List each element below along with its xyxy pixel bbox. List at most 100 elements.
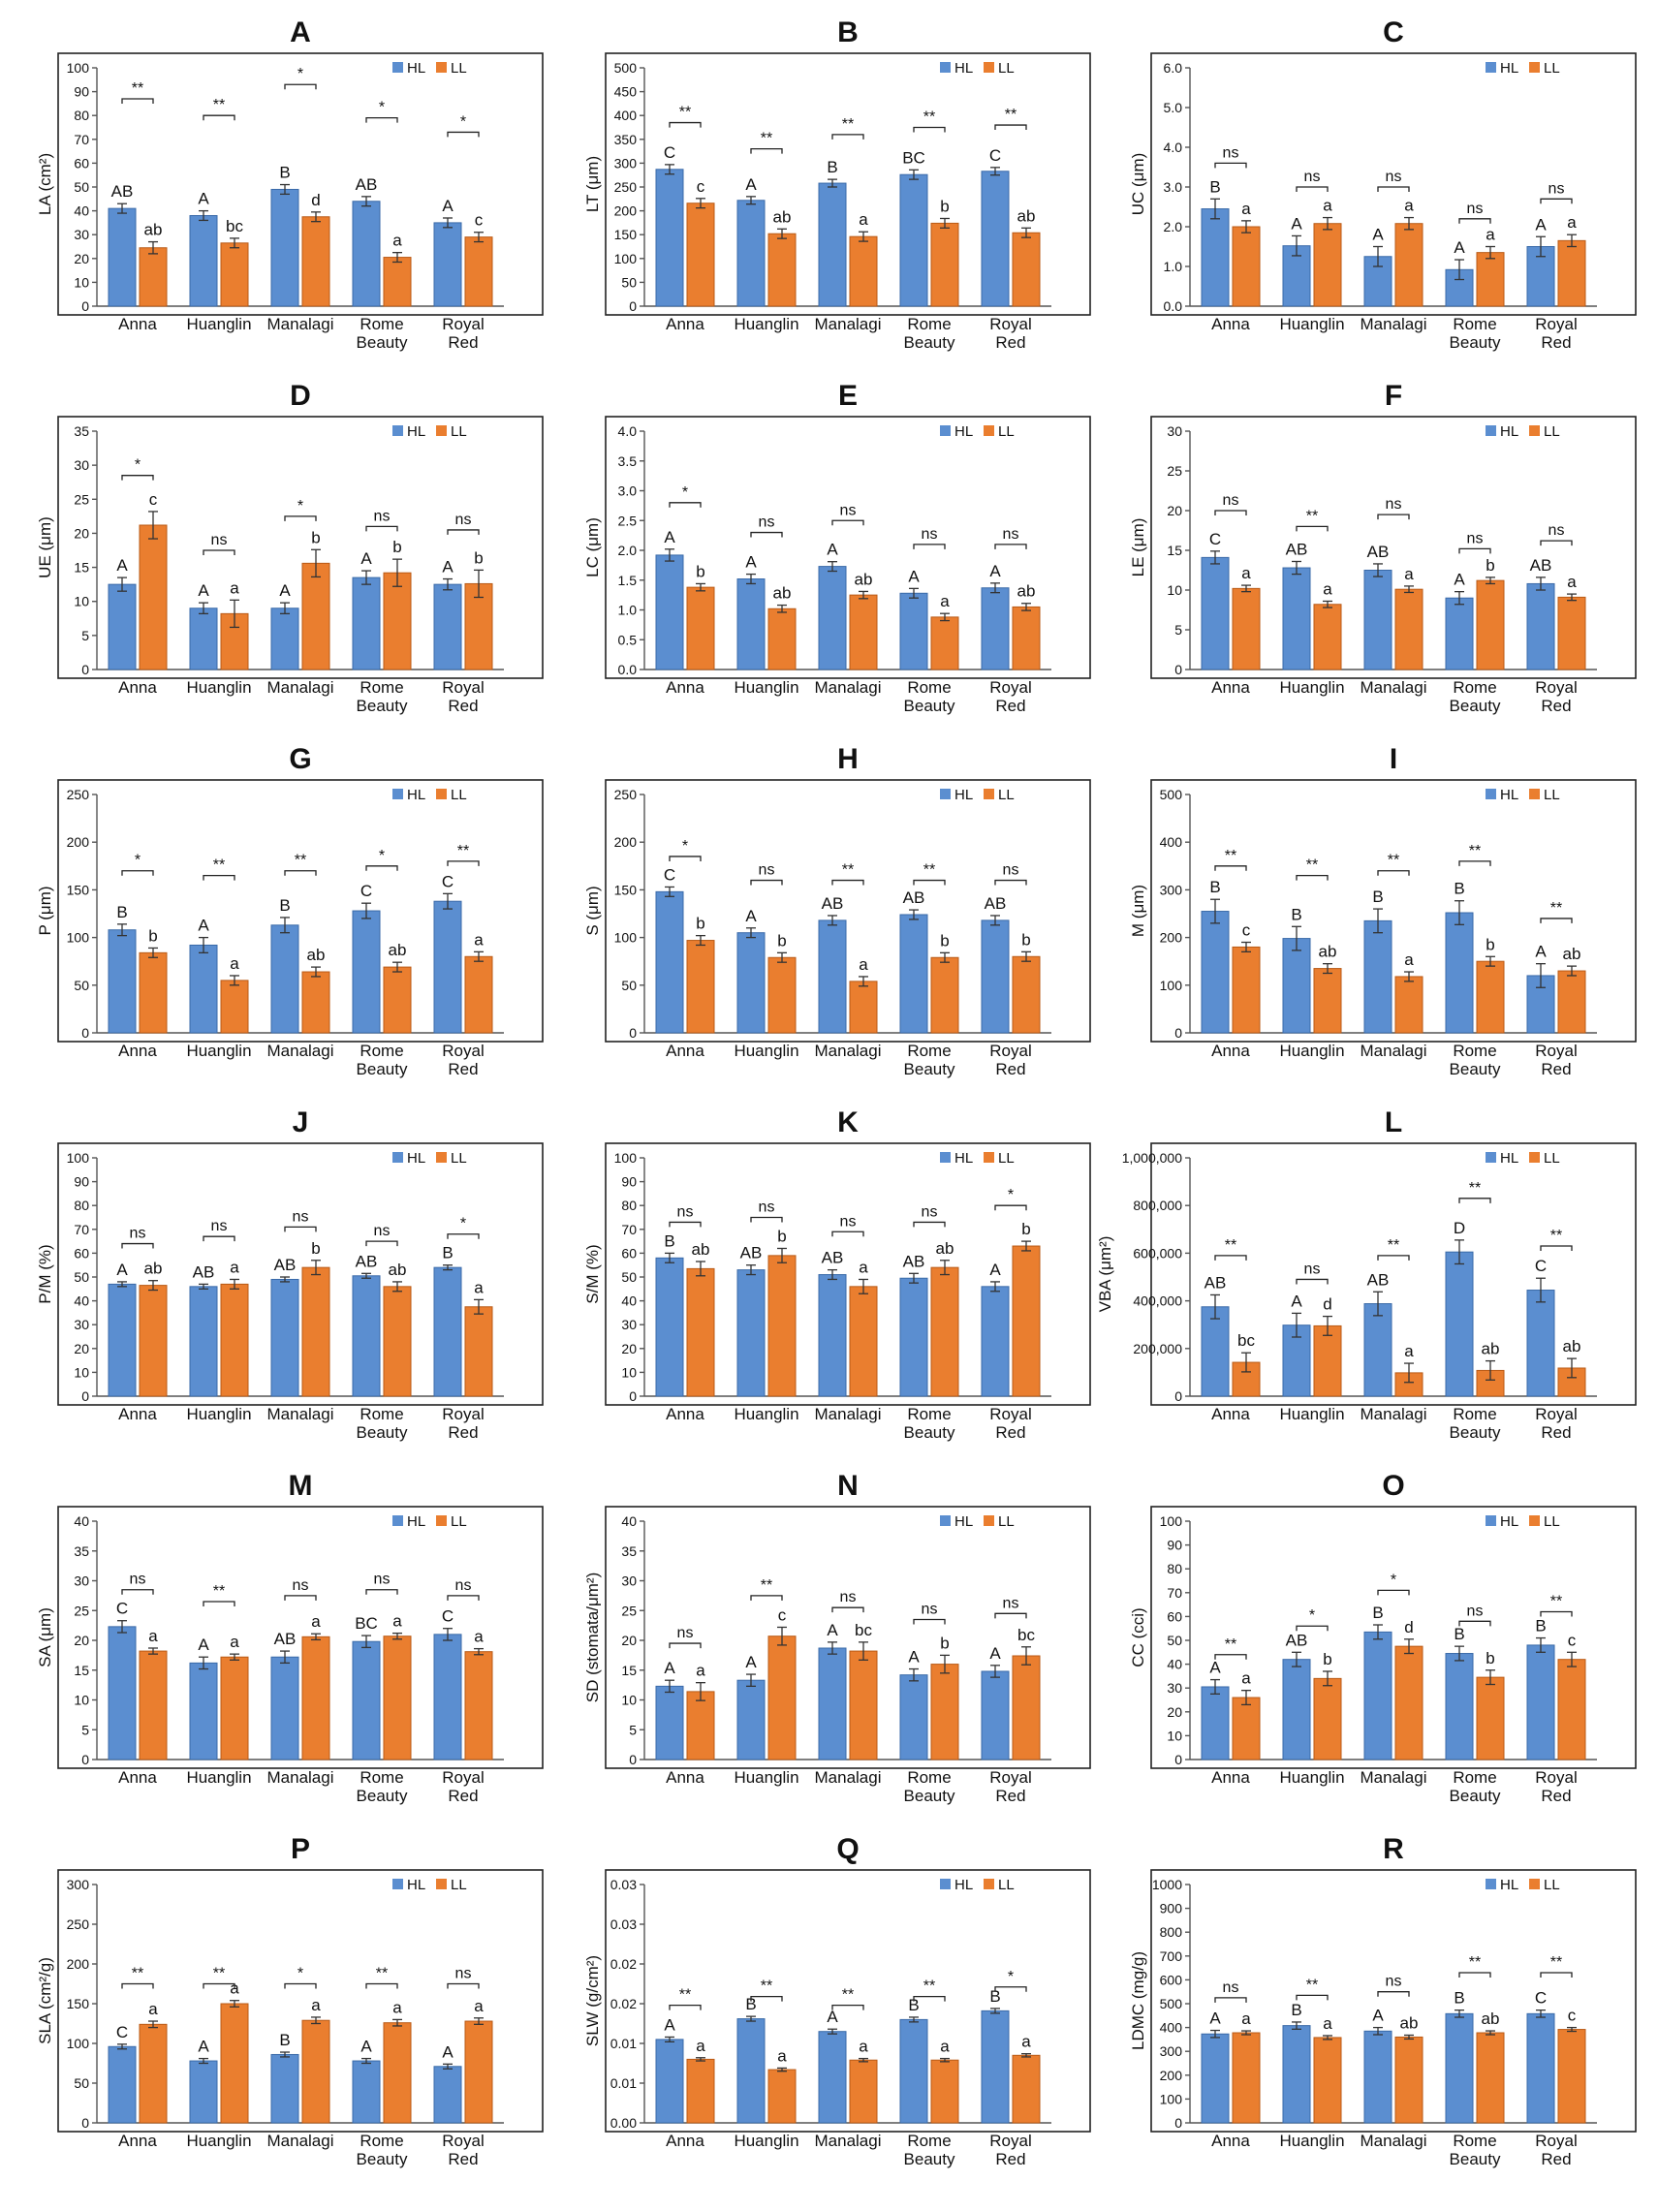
y-axis-label: CC (cci): [1129, 1607, 1147, 1667]
y-tick-label: 60: [74, 1245, 89, 1261]
bar-hl: [433, 583, 462, 670]
panel-frame: [57, 1142, 544, 1406]
data-label: B: [1454, 1989, 1464, 2008]
bar-hl: [108, 2045, 137, 2124]
legend-ll-swatch: [1529, 425, 1540, 436]
data-label: ab: [692, 1240, 710, 1259]
bar-hl: [108, 583, 137, 670]
y-tick-label: 50: [74, 1269, 89, 1285]
x-tick-label: Huanglin: [186, 1042, 251, 1060]
bar-ll: [1313, 604, 1342, 670]
bar-ll: [686, 586, 715, 670]
y-tick-label: 60: [621, 1245, 637, 1261]
bar-ll: [220, 1283, 249, 1397]
bar-ll: [1557, 596, 1586, 670]
y-tick-label: 60: [1167, 1608, 1182, 1624]
legend-hl-swatch: [1486, 789, 1496, 799]
bar-hl: [189, 1286, 218, 1397]
bar-hl: [981, 1286, 1010, 1397]
data-label: A: [360, 2038, 372, 2056]
chart-panel-f: F 0 5 10 15 20 25 30 LE (μm) HL LL Anna Ca ns Huanglin…: [1129, 380, 1637, 715]
x-tick-label-line: Beauty: [1450, 1423, 1501, 1442]
significance-label: **: [132, 1966, 143, 1982]
bar-hl: [1201, 208, 1230, 307]
significance-bracket: [1377, 1255, 1410, 1261]
bar-hl: [818, 566, 847, 670]
y-tick-label: 50: [74, 978, 89, 993]
significance-label: ns: [677, 1625, 694, 1641]
x-tick-label-line: Royal: [1535, 1768, 1577, 1787]
x-tick-label: Royal Red: [989, 1405, 1031, 1442]
panel-frame: [57, 52, 544, 316]
x-tick-label: Huanglin: [186, 315, 251, 333]
significance-label: **: [842, 862, 854, 879]
data-label: a: [1021, 2033, 1031, 2051]
data-label: ab: [773, 584, 792, 603]
x-tick-label: Rome Beauty: [357, 2132, 408, 2168]
x-tick-label-line: Royal: [442, 678, 484, 697]
bar-hl: [1201, 1686, 1230, 1760]
y-tick-label: 100: [67, 2036, 90, 2051]
significance-bracket: [994, 544, 1027, 549]
y-tick-label: 0.00: [610, 2115, 637, 2131]
significance-bracket: [447, 1595, 480, 1601]
bar-ll: [1476, 579, 1505, 670]
legend-ll-label: LL: [998, 1513, 1015, 1530]
y-tick-label: 20: [74, 1633, 89, 1648]
x-tick-label-line: Beauty: [904, 2150, 955, 2168]
legend-hl-label: HL: [954, 423, 973, 440]
significance-label: ns: [1467, 201, 1484, 217]
bar-hl: [736, 1679, 766, 1760]
bar-ll: [767, 608, 797, 670]
data-label: ab: [1319, 943, 1337, 961]
y-tick-label: 70: [621, 1222, 637, 1237]
significance-label: **: [1306, 1977, 1318, 1993]
legend-ll-swatch: [1529, 1152, 1540, 1163]
significance-label: **: [213, 97, 225, 113]
y-tick-label: 10: [1167, 582, 1182, 598]
bar-ll: [1394, 588, 1423, 670]
legend-ll-label: LL: [451, 1150, 467, 1167]
y-tick-label: 150: [67, 1996, 90, 2011]
significance-bracket: [913, 544, 946, 549]
chart-panel-g: G 0 50 100 150 200 250 P (μm) HL LL Anna Bb * Huangli…: [36, 743, 544, 1078]
y-tick-label: 90: [74, 84, 89, 100]
significance-bracket: [1540, 1610, 1573, 1617]
significance-bracket: [447, 131, 480, 138]
x-tick-label: Huanglin: [734, 678, 798, 697]
data-label: ab: [389, 941, 407, 959]
legend-hl-label: HL: [407, 1513, 425, 1530]
x-tick-label: Anna: [666, 1042, 704, 1060]
significance-bracket: [1458, 860, 1491, 866]
y-axis-label: SA (μm): [36, 1607, 54, 1667]
y-tick-label: 80: [1167, 1561, 1182, 1576]
y-axis-label: P/M (%): [36, 1244, 54, 1303]
significance-label: ns: [1386, 1974, 1402, 1990]
data-label: a: [474, 1278, 484, 1296]
legend-hl-label: HL: [954, 60, 973, 77]
significance-label: ns: [374, 1572, 391, 1588]
legend-hl-label: HL: [407, 787, 425, 803]
y-tick-label: 800,000: [1133, 1198, 1182, 1213]
x-tick-label-line: Red: [995, 2150, 1025, 2168]
panel-frame: [605, 1142, 1091, 1406]
bar-ll: [1394, 223, 1423, 307]
legend-ll-swatch: [984, 789, 994, 799]
y-tick-label: 250: [67, 787, 90, 802]
data-label: a: [777, 2046, 787, 2065]
y-tick-label: 300: [1160, 2043, 1183, 2059]
bar-hl: [1201, 2033, 1230, 2124]
significance-bracket: [1214, 1997, 1247, 2003]
data-label: b: [148, 926, 157, 945]
x-tick-label: Anna: [118, 1042, 157, 1060]
bar-ll: [849, 594, 878, 670]
x-tick-label: Rome Beauty: [1450, 2132, 1501, 2168]
bar-ll: [1476, 252, 1505, 307]
significance-bracket: [365, 865, 398, 871]
data-label: AB: [1204, 1273, 1227, 1292]
significance-bracket: [284, 1982, 317, 1989]
x-tick-label: Huanglin: [1279, 1042, 1344, 1060]
significance-bracket: [750, 147, 783, 154]
x-tick-label-line: Royal: [989, 2132, 1031, 2150]
x-tick-label-line: Red: [448, 333, 478, 352]
